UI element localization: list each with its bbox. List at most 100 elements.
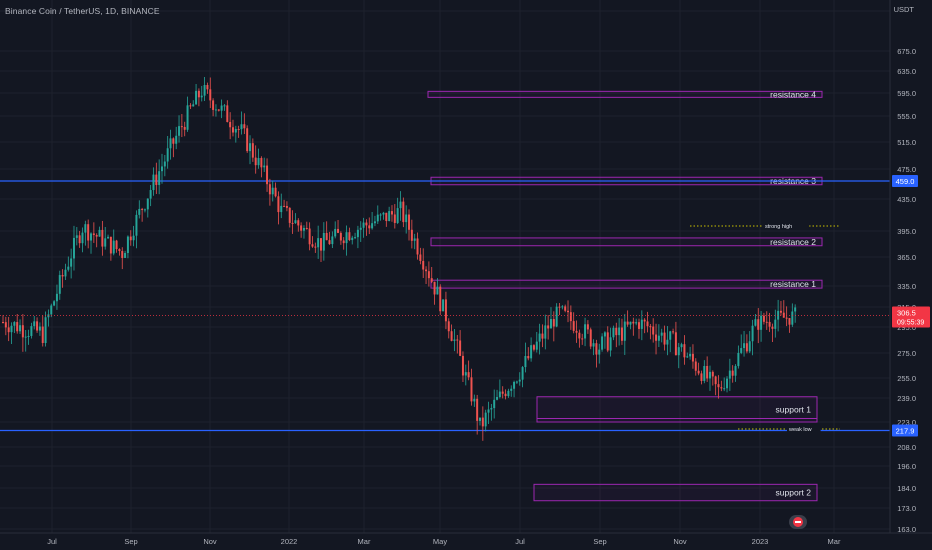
candle-body — [325, 232, 328, 241]
candle-body — [342, 240, 345, 244]
y-tick-label: 435.0 — [897, 195, 916, 204]
candle-body — [408, 214, 411, 230]
candle-body — [38, 326, 41, 331]
candle-body — [291, 222, 294, 224]
candle-body — [430, 278, 433, 282]
candle-body — [564, 306, 567, 311]
candle-body — [626, 321, 629, 325]
zone-box — [536, 396, 818, 423]
candle-body — [470, 377, 473, 402]
x-tick-label: 2022 — [281, 537, 298, 546]
candle-body — [674, 332, 677, 356]
candle-body — [416, 238, 419, 255]
y-tick-label: 173.0 — [897, 504, 916, 513]
candle-body — [7, 327, 10, 333]
candle-body — [388, 211, 391, 221]
candle-body — [521, 367, 524, 380]
region-flag-button[interactable] — [789, 515, 807, 529]
candle-body — [92, 233, 95, 235]
candle-body — [569, 312, 572, 322]
candle-body — [379, 214, 382, 216]
candle-body — [538, 333, 541, 342]
candle-body — [75, 235, 78, 238]
candle-body — [21, 325, 24, 338]
candle-body — [251, 143, 254, 158]
candle-body — [771, 326, 774, 329]
candle-body — [450, 331, 453, 341]
candle-body — [277, 196, 280, 213]
candle-body — [146, 198, 149, 210]
candle-body — [308, 228, 311, 245]
candle-body — [740, 348, 743, 353]
candle-body — [186, 105, 189, 130]
y-tick-label: 196.0 — [897, 462, 916, 471]
candle-body — [708, 371, 711, 379]
candle-body — [311, 244, 314, 247]
candle-body — [373, 221, 376, 224]
level-marker-label: strong high — [765, 224, 792, 230]
candle-body — [476, 398, 479, 421]
zone-label: support 2 — [776, 488, 812, 498]
candle-body — [368, 225, 371, 229]
time-axis — [0, 533, 932, 550]
candle-body — [161, 166, 163, 172]
candle-body — [24, 336, 27, 338]
candle-body — [257, 158, 260, 166]
candle-body — [268, 184, 271, 195]
candle-body — [348, 232, 351, 241]
candle-body — [143, 209, 146, 211]
candle-body — [13, 322, 16, 326]
candle-body — [166, 148, 169, 162]
candle-body — [691, 353, 694, 362]
candle-body — [541, 333, 544, 339]
candle-body — [192, 104, 195, 107]
x-tick-label: 2023 — [752, 537, 769, 546]
candle-body — [774, 319, 777, 329]
x-tick-label: May — [433, 537, 447, 546]
candle-body — [320, 238, 322, 251]
candle-body — [124, 252, 127, 258]
candle-body — [280, 205, 283, 213]
candle-body — [669, 331, 672, 340]
candle-body — [779, 310, 782, 313]
candle-body — [728, 370, 731, 379]
candle-body — [558, 306, 561, 308]
candle-body — [393, 214, 396, 223]
candle-body — [655, 334, 658, 341]
y-tick-label: 223.0 — [897, 418, 916, 427]
y-tick-label: 675.0 — [897, 47, 916, 56]
price-line-value: 459.0 — [896, 177, 915, 186]
candle-body — [442, 299, 445, 312]
candle-body — [200, 95, 203, 98]
y-tick-label: 595.0 — [897, 89, 916, 98]
candle-body — [115, 240, 118, 250]
candle-body — [760, 315, 763, 330]
candle-body — [317, 238, 320, 248]
candle-body — [240, 124, 243, 130]
y-tick-label: 395.0 — [897, 227, 916, 236]
last-price-tag — [892, 306, 930, 328]
candle-body — [720, 387, 723, 389]
candle-body — [283, 205, 286, 207]
candle-body — [549, 319, 552, 329]
candle-body — [535, 341, 538, 350]
candle-body — [302, 227, 305, 231]
candle-body — [609, 337, 612, 351]
candle-body — [734, 366, 737, 376]
candle-body — [58, 275, 61, 294]
candle-body — [138, 208, 141, 215]
candle-body — [765, 321, 768, 323]
candle-body — [152, 174, 155, 191]
candle-body — [44, 317, 47, 344]
candle-body — [481, 417, 484, 427]
candle-body — [700, 373, 703, 381]
candle-body — [743, 343, 746, 349]
candle-body — [757, 319, 760, 330]
candle-body — [61, 275, 64, 277]
candle-body — [72, 237, 75, 259]
candle-body — [220, 105, 223, 111]
candle-body — [433, 281, 436, 295]
candle-body — [112, 240, 115, 254]
candle-body — [10, 325, 13, 333]
